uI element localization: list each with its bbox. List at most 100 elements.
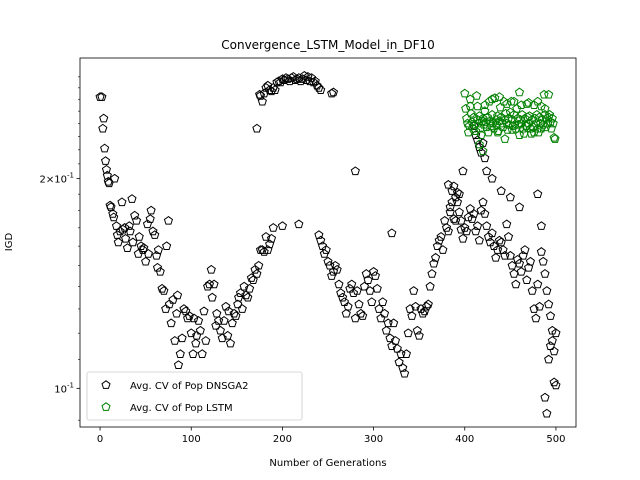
- data-point: [536, 221, 546, 230]
- data-point: [257, 96, 267, 106]
- data-point: [152, 250, 162, 260]
- data-point: [531, 313, 541, 323]
- data-point: [120, 222, 130, 232]
- data-point: [191, 338, 201, 348]
- data-point: [540, 103, 550, 113]
- data-point: [314, 230, 324, 239]
- data-point: [466, 108, 476, 118]
- data-point: [491, 114, 501, 124]
- data-point: [436, 232, 446, 241]
- data-point: [514, 130, 525, 139]
- data-point: [250, 264, 260, 274]
- data-point: [540, 269, 550, 278]
- data-point: [270, 85, 280, 94]
- data-point: [538, 256, 548, 266]
- data-point: [478, 113, 488, 123]
- data-point: [525, 256, 535, 266]
- data-point: [533, 189, 543, 199]
- data-point: [330, 260, 340, 270]
- data-point: [389, 318, 399, 328]
- data-point: [186, 328, 196, 338]
- data-point: [221, 301, 231, 311]
- data-point: [235, 288, 246, 297]
- data-point: [500, 134, 510, 143]
- data-point: [534, 127, 544, 137]
- data-point: [472, 221, 483, 230]
- legend: Avg. CV of Pop DNSGA2 Avg. CV of Pop LSTM: [86, 371, 303, 421]
- data-point: [478, 197, 488, 207]
- data-point: [110, 173, 120, 183]
- data-point: [341, 308, 351, 318]
- data-point: [513, 254, 523, 264]
- data-point: [502, 99, 512, 108]
- data-point: [493, 126, 504, 136]
- data-point: [246, 273, 256, 282]
- data-point: [161, 304, 171, 313]
- data-point: [533, 96, 543, 106]
- data-point: [338, 292, 348, 302]
- data-point: [233, 299, 243, 309]
- data-point: [102, 170, 112, 180]
- data-point: [354, 299, 364, 309]
- data-point: [534, 301, 545, 311]
- data-point: [207, 292, 217, 302]
- data-point: [443, 226, 453, 236]
- data-point: [150, 230, 160, 239]
- data-point: [359, 281, 370, 291]
- data-point: [241, 290, 251, 300]
- data-point: [544, 89, 554, 99]
- data-point: [461, 103, 471, 113]
- data-point: [277, 221, 287, 230]
- data-point: [245, 283, 255, 293]
- data-point: [496, 186, 506, 195]
- data-point: [164, 299, 174, 309]
- data-point: [105, 200, 115, 210]
- data-point: [443, 179, 453, 189]
- data-point: [212, 308, 222, 318]
- data-point: [414, 330, 424, 340]
- data-point: [456, 224, 466, 234]
- data-point: [544, 299, 554, 309]
- legend-label: Avg. CV of Pop LSTM: [130, 403, 233, 414]
- data-point: [130, 210, 140, 220]
- data-point: [485, 118, 495, 128]
- data-point: [547, 336, 557, 345]
- data-point: [155, 266, 165, 276]
- data-point: [477, 116, 487, 125]
- data-point: [266, 86, 277, 96]
- data-point: [396, 349, 406, 358]
- data-point: [336, 288, 346, 297]
- data-point: [405, 304, 415, 313]
- data-point: [440, 215, 450, 225]
- data-point: [434, 235, 444, 245]
- data-point: [128, 237, 138, 247]
- data-point: [524, 97, 534, 107]
- data-point: [381, 325, 391, 335]
- data-point: [125, 226, 135, 236]
- data-point: [159, 286, 169, 295]
- data-point: [316, 235, 326, 245]
- data-point: [509, 96, 519, 106]
- data-point: [301, 75, 311, 84]
- data-point: [420, 306, 430, 316]
- data-point: [441, 222, 452, 232]
- data-point: [146, 205, 156, 215]
- data-point: [325, 260, 335, 270]
- data-point: [261, 232, 271, 241]
- data-point: [474, 235, 484, 245]
- data-point: [474, 139, 484, 149]
- data-point: [193, 316, 204, 325]
- data-point: [115, 226, 125, 236]
- data-point: [243, 292, 253, 302]
- data-point: [544, 354, 554, 364]
- data-point: [133, 248, 143, 258]
- data-point: [206, 264, 216, 274]
- data-point: [172, 308, 182, 318]
- data-point: [536, 247, 546, 256]
- x-axis: 0 100 200 300 400 500: [97, 427, 565, 445]
- data-point: [348, 288, 359, 297]
- data-point: [303, 72, 313, 81]
- data-point: [425, 281, 435, 291]
- data-point: [166, 318, 176, 328]
- data-point: [451, 215, 461, 225]
